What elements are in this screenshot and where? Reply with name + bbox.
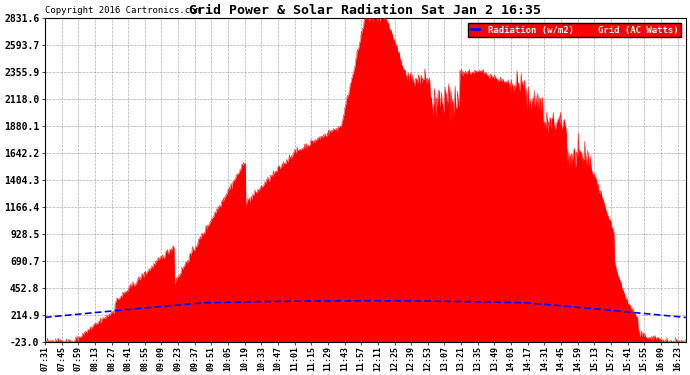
Legend: Radiation (w/m2), Grid (AC Watts): Radiation (w/m2), Grid (AC Watts) xyxy=(468,23,681,37)
Text: Copyright 2016 Cartronics.com: Copyright 2016 Cartronics.com xyxy=(45,6,201,15)
Title: Grid Power & Solar Radiation Sat Jan 2 16:35: Grid Power & Solar Radiation Sat Jan 2 1… xyxy=(189,4,542,17)
